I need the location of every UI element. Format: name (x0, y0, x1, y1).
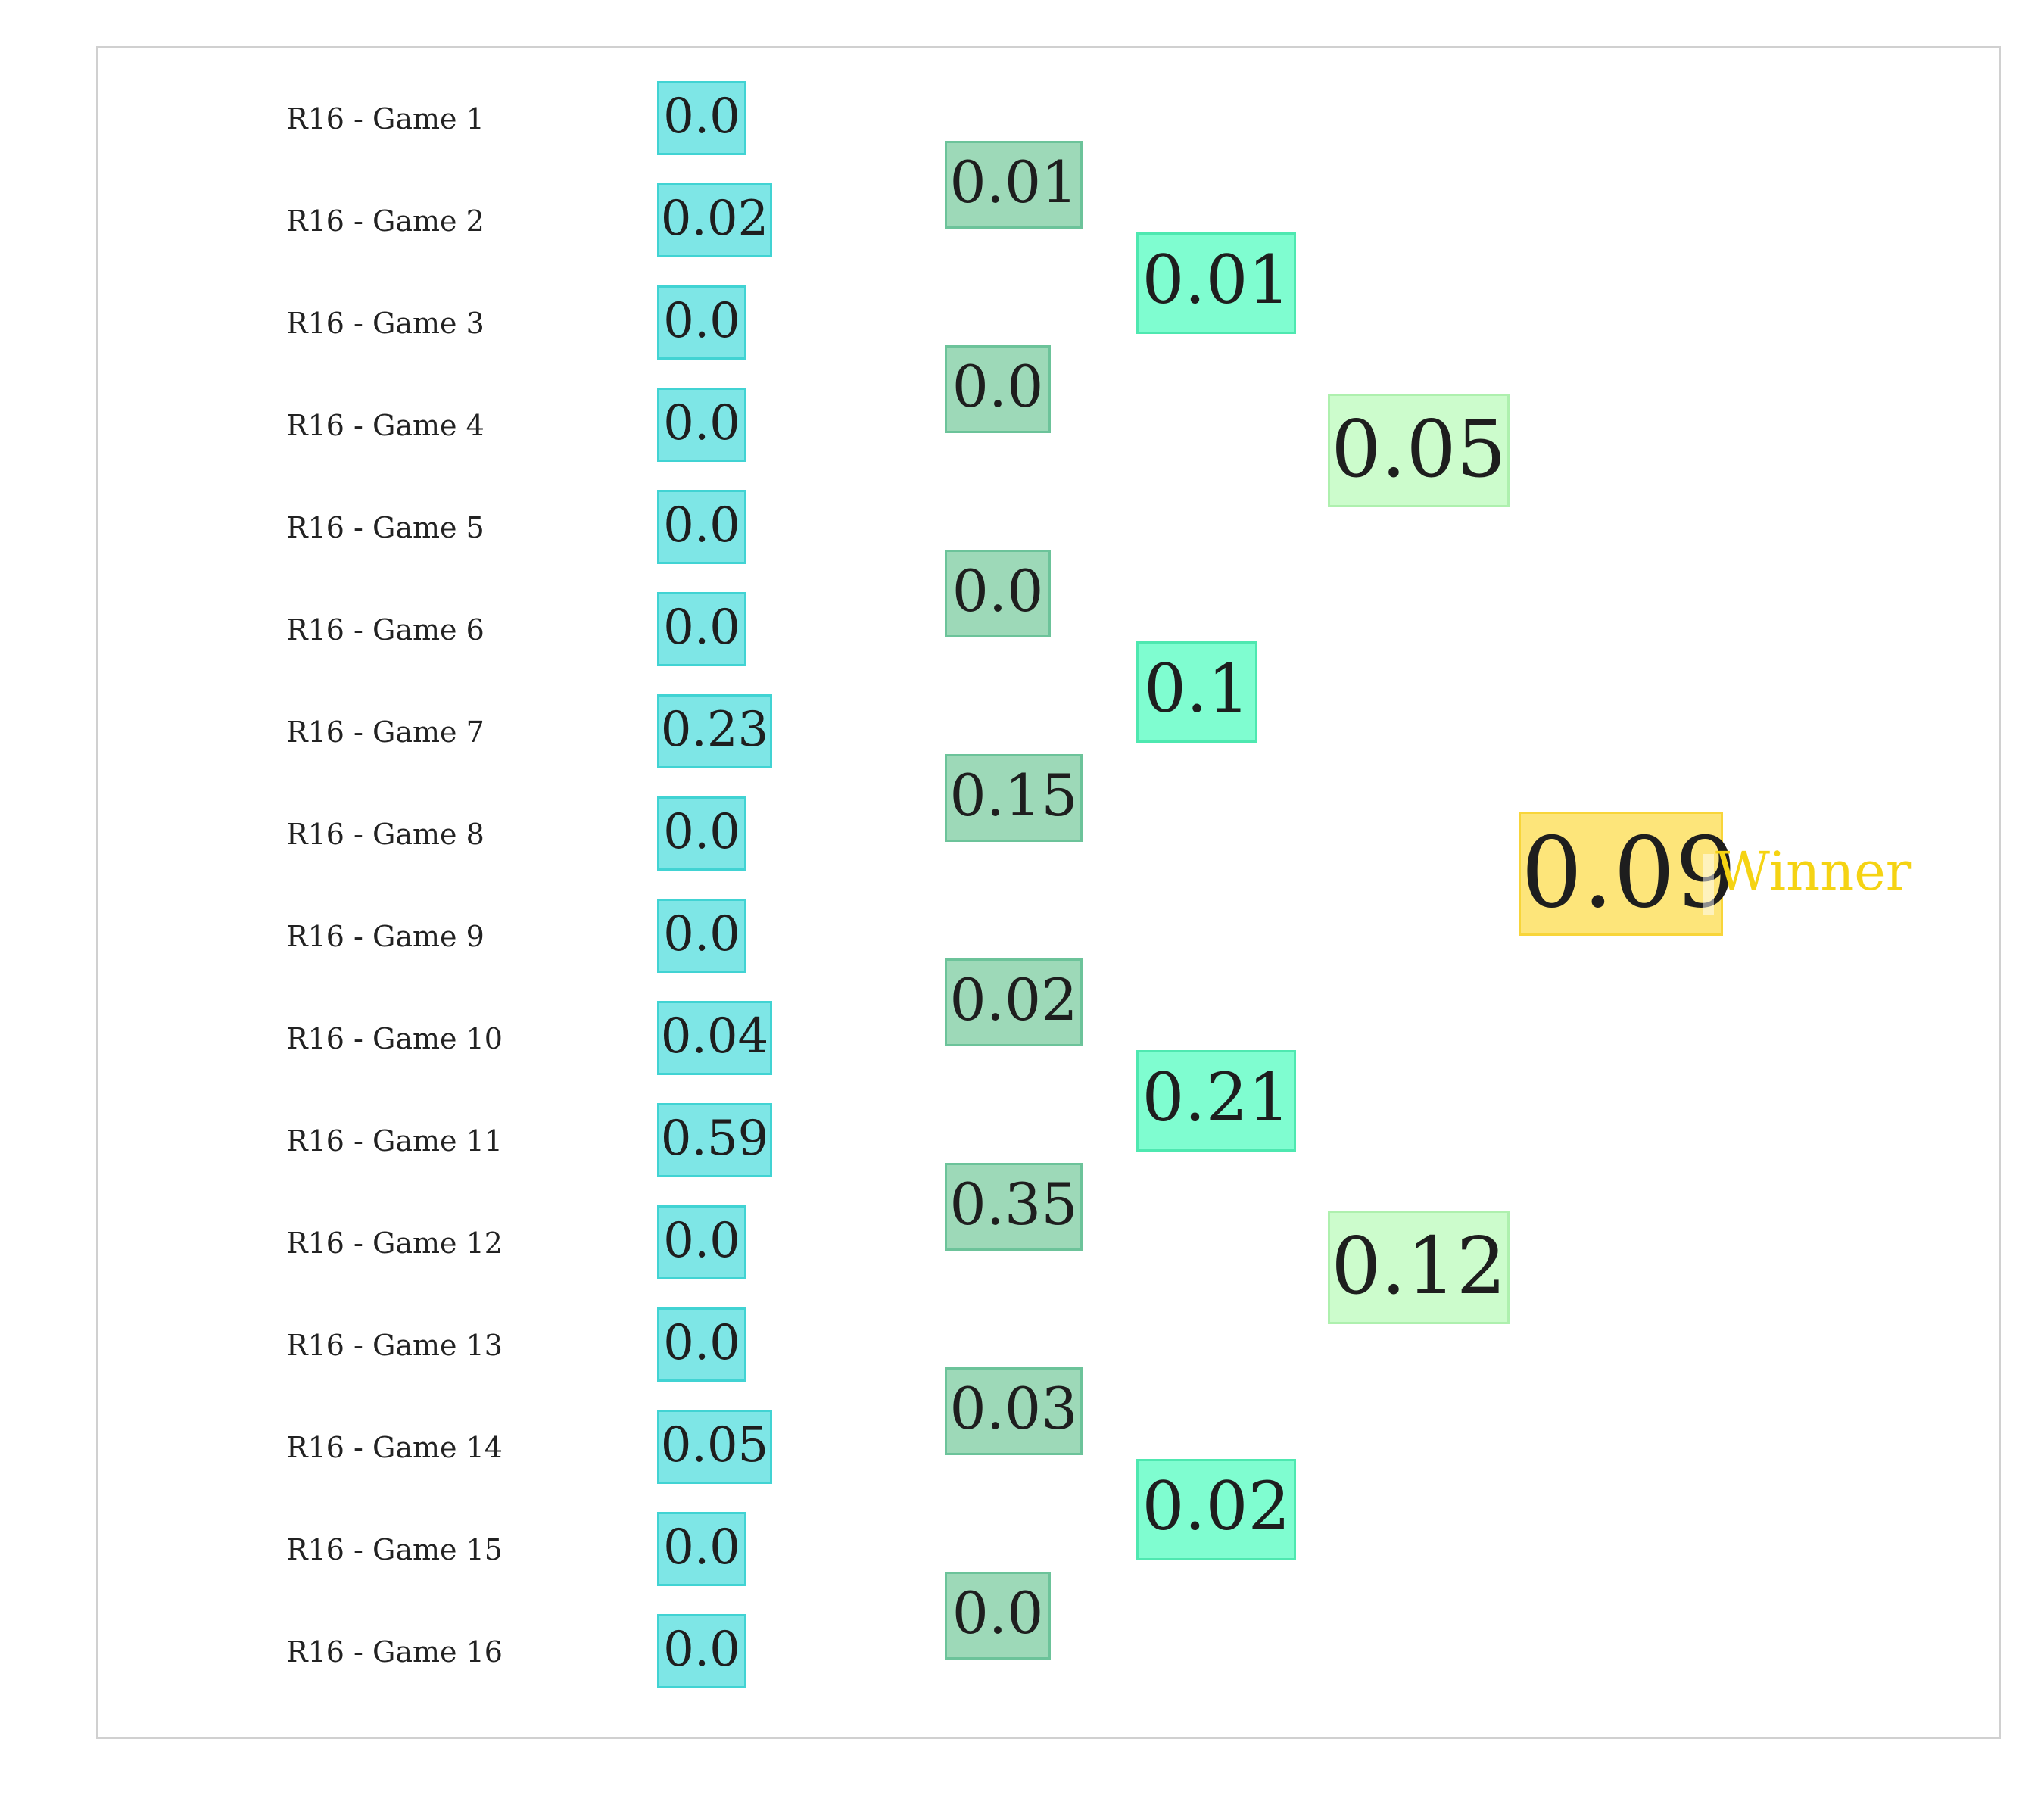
bracket-frame (96, 46, 2001, 1739)
game-label-9: R16 - Game 9 (286, 920, 485, 953)
qf-value-8: 0.0 (945, 1572, 1051, 1660)
r16-value-13: 0.0 (657, 1307, 746, 1382)
winner-label: Winner (1715, 840, 1912, 902)
qf-value-5: 0.02 (945, 958, 1083, 1046)
sf-value-2: 0.1 (1136, 641, 1257, 743)
game-label-1: R16 - Game 1 (286, 102, 485, 136)
game-label-5: R16 - Game 5 (286, 511, 485, 544)
r16-value-9: 0.0 (657, 899, 746, 973)
game-label-14: R16 - Game 14 (286, 1431, 503, 1464)
r16-value-1: 0.0 (657, 81, 746, 155)
final-value-2: 0.12 (1328, 1211, 1510, 1324)
game-label-11: R16 - Game 11 (286, 1124, 503, 1158)
sf-value-3: 0.21 (1136, 1050, 1296, 1152)
r16-value-4: 0.0 (657, 388, 746, 462)
r16-value-7: 0.23 (657, 694, 772, 768)
qf-value-4: 0.15 (945, 754, 1083, 842)
r16-value-10: 0.04 (657, 1001, 772, 1075)
game-label-10: R16 - Game 10 (286, 1022, 503, 1055)
game-label-15: R16 - Game 15 (286, 1533, 503, 1566)
r16-value-8: 0.0 (657, 796, 746, 871)
game-label-13: R16 - Game 13 (286, 1329, 503, 1362)
game-label-8: R16 - Game 8 (286, 818, 485, 851)
r16-value-3: 0.0 (657, 285, 746, 360)
qf-value-3: 0.0 (945, 550, 1051, 637)
game-label-2: R16 - Game 2 (286, 204, 485, 238)
game-label-3: R16 - Game 3 (286, 307, 485, 340)
r16-value-16: 0.0 (657, 1614, 746, 1688)
r16-value-14: 0.05 (657, 1410, 772, 1484)
final-value-1: 0.05 (1328, 394, 1510, 507)
r16-value-2: 0.02 (657, 183, 772, 257)
winner-marker (1703, 854, 1714, 915)
game-label-4: R16 - Game 4 (286, 409, 485, 442)
game-label-12: R16 - Game 12 (286, 1226, 503, 1260)
game-label-6: R16 - Game 6 (286, 613, 485, 647)
qf-value-1: 0.01 (945, 141, 1083, 229)
qf-value-7: 0.03 (945, 1367, 1083, 1455)
game-label-7: R16 - Game 7 (286, 715, 485, 749)
r16-value-6: 0.0 (657, 592, 746, 666)
qf-value-6: 0.35 (945, 1163, 1083, 1251)
qf-value-2: 0.0 (945, 345, 1051, 433)
r16-value-5: 0.0 (657, 490, 746, 564)
sf-value-4: 0.02 (1136, 1459, 1296, 1560)
r16-value-11: 0.59 (657, 1103, 772, 1177)
champion-value: 0.09 (1519, 812, 1737, 936)
game-label-16: R16 - Game 16 (286, 1635, 503, 1669)
sf-value-1: 0.01 (1136, 232, 1296, 334)
r16-value-15: 0.0 (657, 1512, 746, 1586)
r16-value-12: 0.0 (657, 1205, 746, 1279)
